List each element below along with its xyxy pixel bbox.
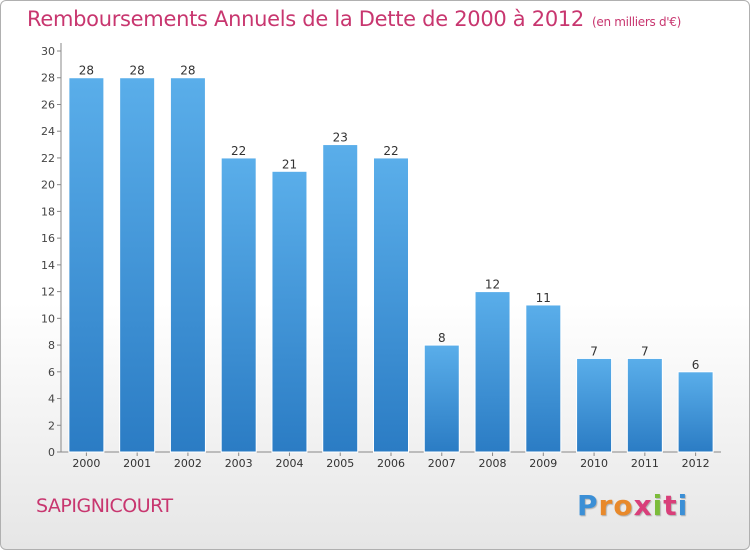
y-tick-label: 12 xyxy=(41,286,55,299)
y-tick-label: 30 xyxy=(41,45,55,58)
value-label-2012: 6 xyxy=(692,358,700,372)
bar-2009 xyxy=(525,304,562,453)
logo-letter: t xyxy=(663,489,678,522)
value-label-2002: 28 xyxy=(180,64,195,78)
x-tick-label-2012: 2012 xyxy=(682,457,710,470)
bar-2012 xyxy=(677,371,714,453)
y-tick-label: 26 xyxy=(41,98,55,111)
value-label-2000: 28 xyxy=(79,64,94,78)
value-label-2004: 21 xyxy=(282,157,297,171)
y-tick-label: 18 xyxy=(41,205,55,218)
bar-2008 xyxy=(474,291,511,453)
bar-2005 xyxy=(322,144,359,453)
x-tick-label-2003: 2003 xyxy=(225,457,253,470)
value-label-2006: 22 xyxy=(383,144,398,158)
value-label-2010: 7 xyxy=(590,344,598,358)
logo-letter: i xyxy=(652,489,664,522)
value-label-2005: 23 xyxy=(333,131,348,145)
bar-2000 xyxy=(68,77,105,453)
city-name: SAPIGNICOURT xyxy=(36,495,173,517)
bar-2006 xyxy=(373,157,409,453)
x-tick-label-2007: 2007 xyxy=(428,457,456,470)
logo-letter: x xyxy=(633,489,653,522)
x-tick-label-2005: 2005 xyxy=(326,457,354,470)
bar-2004 xyxy=(271,170,308,453)
value-label-2007: 8 xyxy=(438,331,446,345)
bar-2002 xyxy=(169,77,206,453)
bar-2010 xyxy=(576,357,613,453)
proxiti-logo: Proxiti xyxy=(577,489,688,522)
bar-2007 xyxy=(423,344,460,453)
x-tick-label-2001: 2001 xyxy=(123,457,151,470)
value-label-2001: 28 xyxy=(130,64,145,78)
chart-title: Remboursements Annuels de la Dette de 20… xyxy=(27,7,681,31)
y-tick-label: 4 xyxy=(48,393,55,406)
y-tick-label: 16 xyxy=(41,232,55,245)
y-tick-label: 24 xyxy=(41,125,55,138)
bar-2003 xyxy=(220,157,257,453)
logo-letter: i xyxy=(677,489,689,522)
y-tick-label: 6 xyxy=(48,366,55,379)
y-tick-label: 14 xyxy=(41,259,55,272)
bar-2011 xyxy=(626,357,663,453)
x-tick-label-2008: 2008 xyxy=(479,457,507,470)
y-tick-label: 10 xyxy=(41,312,55,325)
chart-title-text: Remboursements Annuels de la Dette de 20… xyxy=(27,7,584,31)
y-tick-label: 0 xyxy=(48,446,55,459)
y-tick-label: 8 xyxy=(48,339,55,352)
y-tick-label: 2 xyxy=(48,419,55,432)
x-tick-label-2006: 2006 xyxy=(377,457,405,470)
y-tick-label: 20 xyxy=(41,179,55,192)
x-tick-label-2010: 2010 xyxy=(580,457,608,470)
value-label-2009: 11 xyxy=(536,291,551,305)
value-label-2008: 12 xyxy=(485,278,500,292)
y-tick-label: 22 xyxy=(41,152,55,165)
y-tick-label: 28 xyxy=(41,72,55,85)
x-tick-label-2000: 2000 xyxy=(72,457,100,470)
bar-2001 xyxy=(119,77,156,453)
x-tick-label-2009: 2009 xyxy=(529,457,557,470)
value-label-2003: 22 xyxy=(231,144,246,158)
logo-letter: r xyxy=(598,489,614,522)
x-tick-label-2002: 2002 xyxy=(174,457,202,470)
chart-subtitle: (en milliers d'€) xyxy=(592,15,682,29)
x-tick-label-2004: 2004 xyxy=(275,457,303,470)
logo-letter: o xyxy=(613,489,634,522)
logo-letter: P xyxy=(577,489,599,522)
x-tick-label-2011: 2011 xyxy=(631,457,659,470)
value-label-2011: 7 xyxy=(641,344,649,358)
